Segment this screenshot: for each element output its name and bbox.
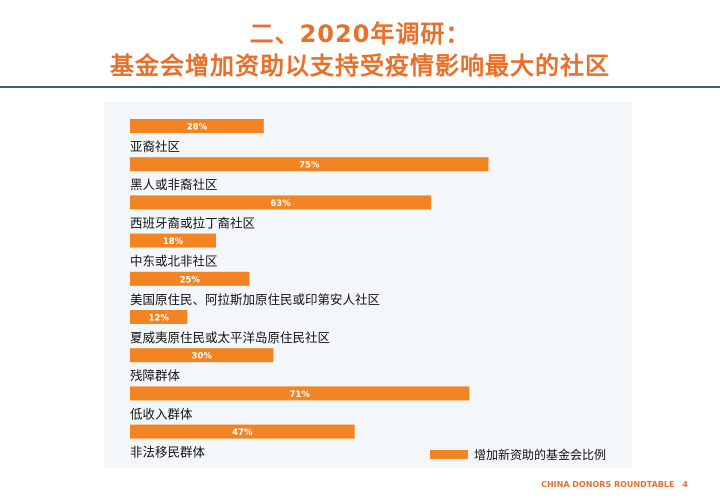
page-title-line-2: 基金会增加资助以支持受疫情影响最大的社区 (110, 52, 610, 80)
legend-label: 增加新资助的基金会比例 (474, 447, 606, 462)
footer-text: CHINA DONORS ROUNDTABLE (541, 480, 675, 489)
page-title-line-1: 二、2020年调研： (249, 20, 471, 48)
bar-4 (130, 233, 217, 248)
category-label-9: 非法移民群体 (130, 445, 206, 460)
category-label-3: 西班牙裔或拉丁裔社区 (130, 215, 255, 230)
bar-3 (130, 195, 432, 210)
bar-value-label-1: 28% (187, 123, 208, 133)
bar-2 (130, 157, 489, 172)
page-number: 4 (682, 480, 688, 489)
chart-panel: 28% 亚裔社区 75% 黑人或非裔社区 63% 西班牙裔或拉丁裔社区 18% 中东或北非社区… (104, 102, 632, 468)
bar-value-label-7: 30% (192, 352, 213, 362)
bar-value-label-4: 18% (163, 237, 184, 247)
bar-5 (130, 271, 250, 286)
bar-1 (130, 119, 264, 133)
category-label-4: 中东或北非社区 (130, 254, 218, 269)
bar-value-label-6: 12% (149, 314, 170, 324)
legend-swatch (430, 450, 468, 459)
bar-8 (130, 386, 470, 401)
category-label-1: 亚裔社区 (130, 139, 180, 154)
bar-value-label-2: 75% (299, 161, 320, 171)
category-label-5: 美国原住民、阿拉斯加原住民或印第安人社区 (130, 292, 380, 307)
footer: CHINA DONORS ROUNDTABLE 4 (541, 480, 688, 489)
bar-value-label-9: 47% (232, 428, 253, 438)
category-label-2: 黑人或非裔社区 (130, 177, 218, 192)
bar-7 (130, 348, 274, 363)
bar-value-label-8: 71% (290, 390, 311, 400)
title-divider (0, 86, 720, 88)
category-label-6: 夏威夷原住民或太平洋岛原住民社区 (130, 330, 330, 345)
category-label-8: 低收入群体 (130, 406, 193, 421)
bar-chart: 28% 亚裔社区 75% 黑人或非裔社区 63% 西班牙裔或拉丁裔社区 18% 中东或北非社区… (130, 119, 606, 462)
bar-6 (130, 310, 188, 324)
bar-value-label-3: 63% (270, 199, 291, 209)
category-label-7: 残障群体 (130, 368, 181, 383)
bar-9 (130, 424, 355, 439)
bar-value-label-5: 25% (180, 275, 201, 285)
